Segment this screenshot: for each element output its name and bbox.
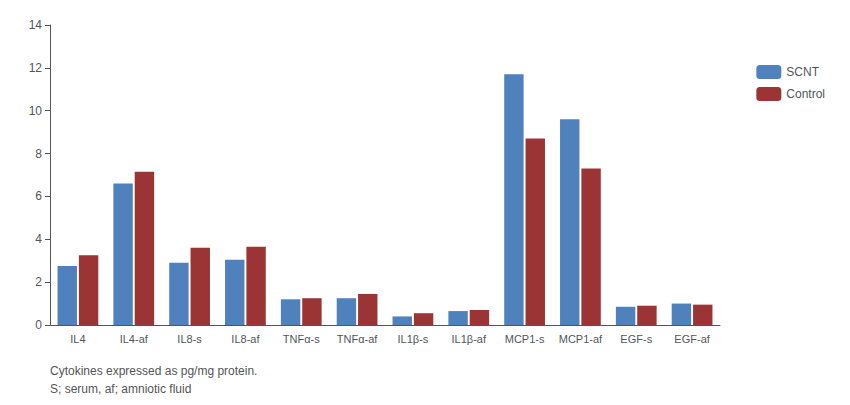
svg-text:0: 0 xyxy=(35,318,42,332)
svg-text:S; serum, af; amniotic fluid: S; serum, af; amniotic fluid xyxy=(50,382,191,396)
svg-text:MCP1-af: MCP1-af xyxy=(559,333,603,345)
svg-text:TNFα-af: TNFα-af xyxy=(337,333,379,345)
svg-text:12: 12 xyxy=(29,61,43,75)
svg-text:14: 14 xyxy=(29,18,43,32)
svg-text:SCNT: SCNT xyxy=(786,65,819,79)
svg-text:Control: Control xyxy=(786,87,825,101)
svg-text:IL1β-s: IL1β-s xyxy=(398,333,429,345)
svg-text:IL8-s: IL8-s xyxy=(177,333,202,345)
svg-text:TNFα-s: TNFα-s xyxy=(283,333,320,345)
svg-text:8: 8 xyxy=(35,147,42,161)
svg-text:EGF-s: EGF-s xyxy=(620,333,652,345)
svg-text:MCP1-s: MCP1-s xyxy=(505,333,545,345)
svg-text:IL4: IL4 xyxy=(70,333,85,345)
svg-text:IL8-af: IL8-af xyxy=(231,333,260,345)
svg-text:6: 6 xyxy=(35,189,42,203)
svg-text:EGF-af: EGF-af xyxy=(674,333,710,345)
svg-text:Cytokines expressed as pg/mg p: Cytokines expressed as pg/mg protein. xyxy=(50,364,257,378)
svg-text:4: 4 xyxy=(35,232,42,246)
svg-text:10: 10 xyxy=(29,104,43,118)
svg-text:2: 2 xyxy=(35,275,42,289)
svg-text:IL4-af: IL4-af xyxy=(120,333,149,345)
svg-text:IL1β-af: IL1β-af xyxy=(452,333,487,345)
